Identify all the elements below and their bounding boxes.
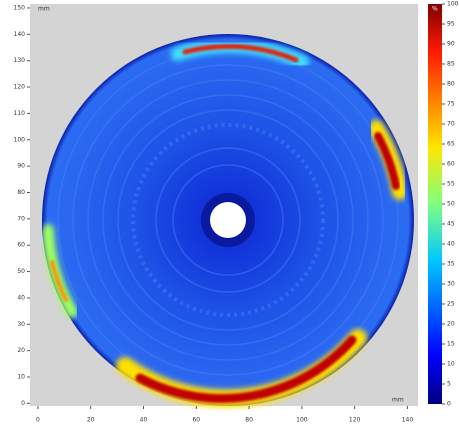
- x-tick-label: 40: [140, 417, 148, 424]
- colorbar-tick-label: 25: [447, 301, 455, 308]
- x-axis-label: mm: [392, 397, 404, 404]
- x-tick-label: 0: [36, 417, 40, 424]
- colorbar-tick-label: 55: [447, 181, 455, 188]
- colorbar-label: %: [432, 6, 438, 13]
- colorbar-tick-label: 65: [447, 141, 455, 148]
- y-tick-label: 60: [17, 242, 25, 249]
- y-tick-label: 40: [17, 294, 25, 301]
- x-tick-label: 60: [192, 417, 200, 424]
- colorbar-tick-label: 30: [447, 281, 455, 288]
- colorbar-tick-label: 90: [447, 41, 455, 48]
- y-tick-label: 0: [21, 400, 25, 407]
- disc-map: [42, 34, 414, 408]
- colorbar-tick-label: 60: [447, 161, 455, 168]
- y-axis-label: mm: [38, 6, 50, 13]
- colorbar-tick-label: 75: [447, 101, 455, 108]
- x-tick-label: 20: [87, 417, 95, 424]
- colorbar-tick-label: 95: [447, 21, 455, 28]
- colorbar-tick-label: 0: [447, 401, 451, 408]
- y-tick-label: 140: [14, 31, 26, 38]
- y-tick-label: 70: [17, 215, 25, 222]
- y-tick-label: 120: [14, 84, 26, 91]
- colorbar-tick-label: 10: [447, 361, 455, 368]
- y-tick-label: 50: [17, 268, 25, 275]
- colorbar-tick-label: 15: [447, 341, 455, 348]
- colorbar: [428, 4, 442, 404]
- y-tick-label: 100: [14, 136, 26, 143]
- colorbar-tick-label: 20: [447, 321, 455, 328]
- colorbar-tick-label: 50: [447, 201, 455, 208]
- y-tick-label: 130: [14, 57, 26, 64]
- x-tick-label: 100: [296, 417, 308, 424]
- colorbar-tick-label: 5: [447, 381, 451, 388]
- colorbar-tick-label: 70: [447, 121, 455, 128]
- colorbar-tick-label: 80: [447, 81, 455, 88]
- y-tick-label: 90: [17, 163, 25, 170]
- y-tick-label: 80: [17, 189, 25, 196]
- y-tick-label: 150: [14, 4, 26, 11]
- x-tick-label: 120: [349, 417, 361, 424]
- y-tick-label: 30: [17, 321, 25, 328]
- x-tick-label: 80: [245, 417, 253, 424]
- colorbar-tick-label: 35: [447, 261, 455, 268]
- center-hole: [210, 202, 246, 238]
- colorbar-tick-label: 40: [447, 241, 455, 248]
- colorbar-tick-label: 85: [447, 61, 455, 68]
- x-tick-label: 140: [402, 417, 414, 424]
- hot-spots: [42, 39, 408, 408]
- colorbar-tick-label: 45: [447, 221, 455, 228]
- y-tick-label: 20: [17, 347, 25, 354]
- y-tick-label: 110: [14, 110, 26, 117]
- y-tick-label: 10: [17, 374, 25, 381]
- colorbar-tick-label: 100: [447, 1, 459, 8]
